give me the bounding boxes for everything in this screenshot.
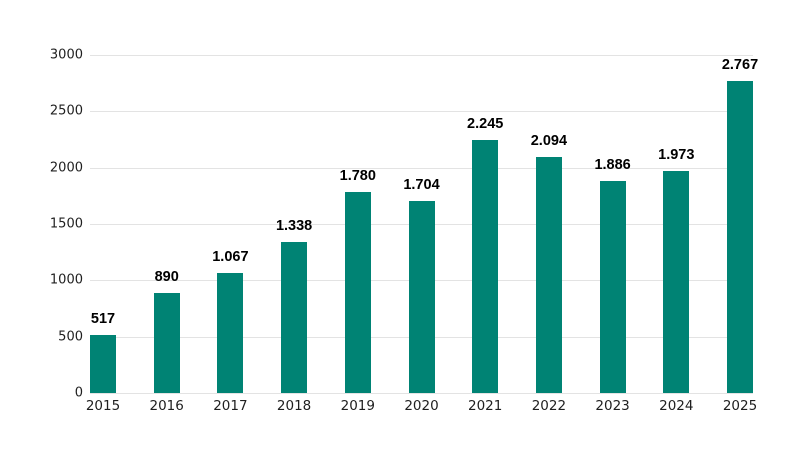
bar-2018 — [281, 242, 308, 393]
x-tick-label-2019: 2019 — [340, 398, 375, 414]
bar-2025 — [727, 81, 753, 393]
bar-2023 — [599, 180, 626, 393]
bar-value-label-2025: 2.767 — [721, 57, 759, 74]
x-tick-label-2022: 2022 — [531, 398, 567, 414]
bar-2016 — [153, 292, 180, 393]
y-tick-label: 3000 — [49, 47, 83, 63]
bar-2020 — [408, 201, 435, 393]
bar-value-label-2017: 1.067 — [212, 248, 249, 265]
y-tick-label: 2500 — [49, 103, 83, 119]
y-tick-label: 1500 — [49, 216, 83, 232]
y-tick-label: 0 — [74, 385, 83, 401]
x-tick-label-2018: 2018 — [276, 398, 312, 414]
y-tick-label: 2000 — [49, 160, 83, 176]
x-tick-label-2020: 2020 — [404, 398, 439, 414]
gridline-0 — [90, 393, 753, 394]
y-tick-label: 1000 — [49, 272, 83, 288]
x-tick-label-2024: 2024 — [659, 398, 694, 414]
bar-value-label-2019: 1.780 — [339, 168, 376, 185]
bar-value-label-2024: 1.973 — [658, 146, 695, 163]
bar-2015 — [90, 334, 116, 393]
bar-2017 — [217, 272, 244, 393]
y-tick-label: 500 — [58, 329, 83, 345]
bar-value-label-2015: 517 — [90, 310, 116, 327]
x-tick-label-2021: 2021 — [468, 398, 503, 414]
x-tick-label-2017: 2017 — [213, 398, 248, 414]
bar-value-label-2021: 2.245 — [467, 116, 504, 133]
gridline-3000 — [90, 55, 753, 56]
bar-value-label-2022: 2.094 — [530, 133, 568, 150]
bar-2024 — [663, 170, 690, 393]
x-tick-label-2023: 2023 — [595, 398, 630, 414]
bar-value-label-2016: 890 — [154, 268, 179, 285]
bar-value-label-2020: 1.704 — [403, 177, 440, 194]
bar-2021 — [472, 140, 499, 393]
gridline-2000 — [90, 167, 753, 169]
x-tick-label-2016: 2016 — [149, 398, 184, 414]
bar-2022 — [535, 157, 562, 393]
bar-2019 — [344, 192, 371, 393]
gridline-2500 — [90, 111, 753, 113]
bar-value-label-2023: 1.886 — [594, 156, 631, 173]
x-tick-label-2015: 2015 — [85, 398, 121, 414]
bar-value-label-2018: 1.338 — [275, 218, 313, 235]
x-tick-label-2025: 2025 — [722, 398, 758, 414]
